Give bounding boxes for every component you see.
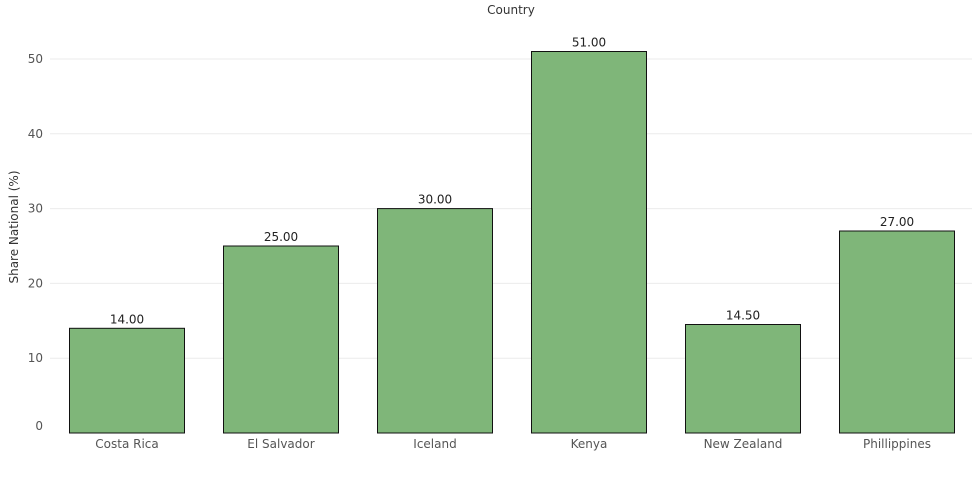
x-category-label-costa-rica: Costa Rica: [95, 437, 158, 451]
x-category-label-new-zealand: New Zealand: [704, 437, 783, 451]
data-label-el-salvador: 25.00: [264, 230, 298, 244]
chart-title: Country: [487, 3, 535, 17]
x-axis-categories: Costa Rica El Salvador Iceland Kenya New Zea…: [95, 437, 931, 451]
data-label-phillippines: 27.00: [880, 215, 914, 229]
bar-iceland: [377, 208, 493, 434]
bar-kenya: [531, 51, 647, 434]
y-tick-label-40: 40: [28, 127, 43, 141]
y-axis-ticks: 0 10 20 30 40 50: [28, 52, 43, 433]
y-tick-label-10: 10: [28, 351, 43, 365]
bar-costa-rica: [69, 327, 185, 434]
data-label-iceland: 30.00: [418, 193, 452, 207]
y-axis-title: Share National (%): [7, 170, 21, 283]
y-tick-label-30: 30: [28, 202, 43, 216]
bar-new-zealand: [685, 324, 801, 434]
bar-el-salvador: [223, 245, 339, 434]
x-category-label-kenya: Kenya: [571, 437, 608, 451]
x-category-label-phillippines: Phillippines: [863, 437, 931, 451]
data-label-new-zealand: 14.50: [726, 309, 760, 323]
data-labels: 14.00 25.00 30.00 51.00 14.50 27.00: [110, 36, 914, 327]
y-tick-label-20: 20: [28, 276, 43, 290]
bar-phillippines: [839, 230, 955, 434]
x-category-label-iceland: Iceland: [413, 437, 456, 451]
grid-lines: [50, 58, 972, 359]
y-tick-label-50: 50: [28, 52, 43, 66]
data-label-costa-rica: 14.00: [110, 312, 144, 326]
bars: [69, 51, 955, 434]
data-label-kenya: 51.00: [572, 36, 606, 50]
y-tick-label-0: 0: [35, 419, 43, 433]
x-category-label-el-salvador: El Salvador: [247, 437, 314, 451]
